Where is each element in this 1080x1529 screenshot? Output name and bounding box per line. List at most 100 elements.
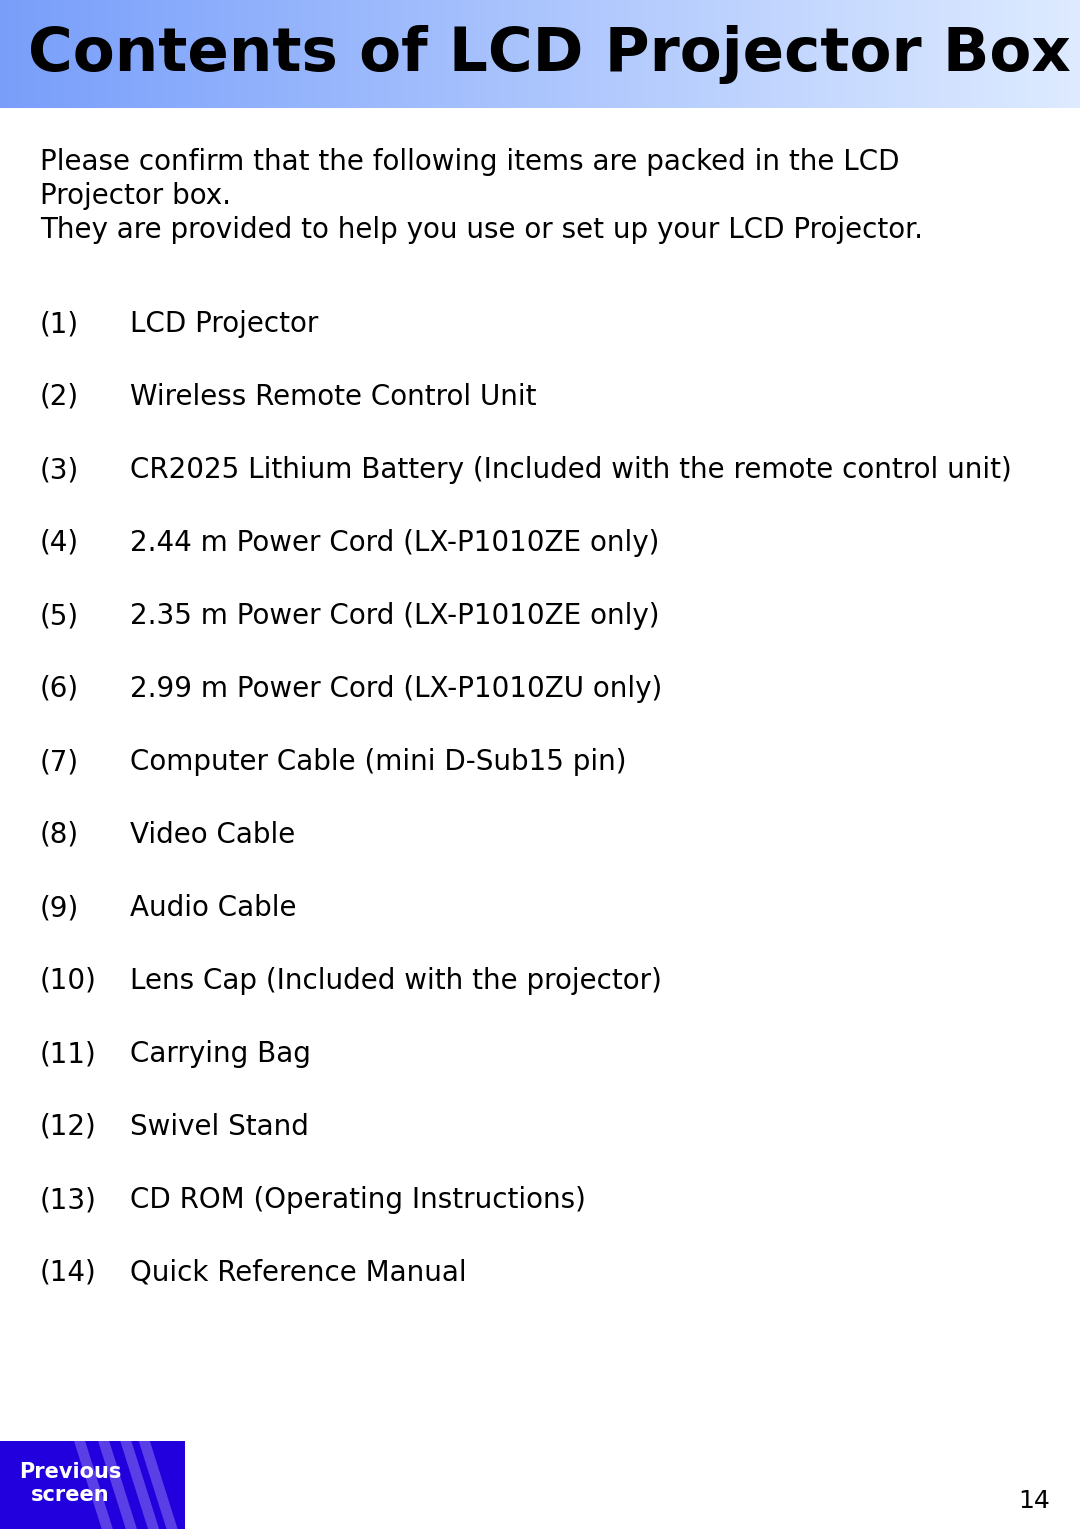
Bar: [889, 0, 894, 109]
Bar: [818, 0, 822, 109]
Text: Contents of LCD Projector Box: Contents of LCD Projector Box: [28, 24, 1070, 84]
Bar: [947, 0, 951, 109]
Bar: [429, 0, 433, 109]
Bar: [202, 0, 206, 109]
Text: (11): (11): [40, 1040, 97, 1067]
Bar: [597, 0, 603, 109]
Text: Projector box.: Projector box.: [40, 182, 231, 209]
Bar: [910, 0, 916, 109]
Bar: [983, 0, 987, 109]
Bar: [961, 0, 966, 109]
Bar: [191, 0, 195, 109]
Bar: [572, 0, 577, 109]
Bar: [705, 0, 711, 109]
Bar: [526, 0, 530, 109]
Bar: [932, 0, 937, 109]
Bar: [781, 0, 786, 109]
Bar: [548, 0, 552, 109]
Bar: [828, 0, 833, 109]
Bar: [842, 0, 847, 109]
Bar: [558, 0, 563, 109]
Bar: [281, 0, 285, 109]
Bar: [443, 0, 447, 109]
Bar: [713, 0, 717, 109]
Bar: [440, 0, 444, 109]
Bar: [662, 0, 667, 109]
Bar: [208, 0, 214, 109]
Bar: [602, 0, 606, 109]
Bar: [699, 0, 703, 109]
Bar: [370, 0, 376, 109]
Bar: [680, 0, 685, 109]
Bar: [688, 0, 692, 109]
Bar: [83, 0, 87, 109]
Text: Wireless Remote Control Unit: Wireless Remote Control Unit: [130, 382, 537, 411]
Bar: [716, 0, 721, 109]
Bar: [0, 0, 4, 109]
Bar: [364, 0, 368, 109]
Bar: [284, 0, 289, 109]
Bar: [245, 0, 249, 109]
Bar: [630, 0, 635, 109]
Bar: [486, 0, 490, 109]
Text: Previous
screen: Previous screen: [19, 1462, 121, 1505]
Bar: [515, 0, 519, 109]
Bar: [738, 0, 743, 109]
Bar: [861, 0, 865, 109]
Bar: [468, 0, 473, 109]
Text: Please confirm that the following items are packed in the LCD: Please confirm that the following items …: [40, 148, 900, 176]
Bar: [742, 0, 746, 109]
Bar: [994, 0, 998, 109]
Bar: [551, 0, 555, 109]
Bar: [116, 0, 120, 109]
Bar: [259, 0, 264, 109]
Bar: [313, 0, 318, 109]
Bar: [1026, 0, 1030, 109]
Bar: [540, 0, 544, 109]
Text: (8): (8): [40, 821, 79, 849]
Bar: [414, 0, 419, 109]
Text: (13): (13): [40, 1187, 97, 1214]
Bar: [710, 0, 714, 109]
Bar: [424, 0, 430, 109]
Bar: [1069, 0, 1074, 109]
Bar: [79, 0, 84, 109]
Bar: [270, 0, 274, 109]
Bar: [918, 0, 922, 109]
Bar: [494, 0, 498, 109]
Bar: [126, 0, 131, 109]
Bar: [36, 0, 41, 109]
Bar: [375, 0, 379, 109]
Bar: [872, 0, 876, 109]
Bar: [745, 0, 750, 109]
Bar: [537, 0, 541, 109]
Bar: [576, 0, 581, 109]
Bar: [216, 0, 220, 109]
Bar: [144, 0, 149, 109]
Bar: [256, 0, 260, 109]
Bar: [824, 0, 829, 109]
Bar: [137, 0, 141, 109]
Bar: [40, 0, 44, 109]
Bar: [302, 0, 307, 109]
Text: CR2025 Lithium Battery (Included with the remote control unit): CR2025 Lithium Battery (Included with th…: [130, 456, 1012, 485]
Bar: [483, 0, 487, 109]
Bar: [821, 0, 825, 109]
Bar: [349, 0, 354, 109]
Bar: [392, 0, 397, 109]
Bar: [1008, 0, 1013, 109]
Bar: [677, 0, 681, 109]
Bar: [205, 0, 210, 109]
Bar: [648, 0, 652, 109]
Bar: [839, 0, 843, 109]
Bar: [497, 0, 501, 109]
Bar: [454, 0, 458, 109]
Bar: [543, 0, 549, 109]
Bar: [130, 0, 134, 109]
Bar: [1048, 0, 1052, 109]
Bar: [198, 0, 203, 109]
Text: CD ROM (Operating Instructions): CD ROM (Operating Instructions): [130, 1187, 585, 1214]
Bar: [605, 0, 609, 109]
Text: (7): (7): [40, 748, 79, 777]
Bar: [410, 0, 415, 109]
